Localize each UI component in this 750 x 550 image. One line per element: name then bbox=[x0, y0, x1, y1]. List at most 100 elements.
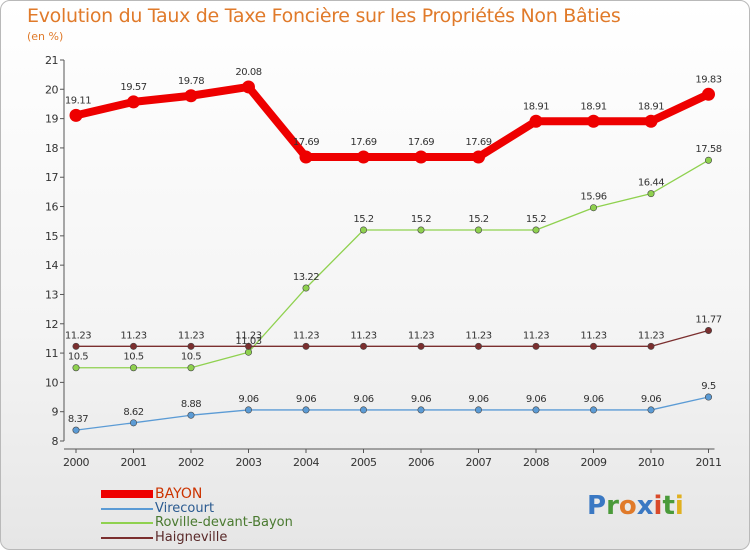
chart-title: Evolution du Taux de Taxe Foncière sur l… bbox=[27, 5, 621, 27]
data-point bbox=[359, 226, 367, 234]
legend-label: BAYON bbox=[155, 486, 203, 503]
x-tick-label: 2003 bbox=[236, 456, 262, 469]
data-point bbox=[302, 342, 310, 350]
series-virecourt bbox=[72, 393, 712, 434]
data-label: 9.06 bbox=[296, 394, 316, 405]
data-label: 9.06 bbox=[641, 394, 661, 405]
data-point bbox=[130, 364, 138, 372]
data-label: 9.06 bbox=[238, 394, 258, 405]
data-label: 8.37 bbox=[68, 414, 88, 425]
data-label: 19.83 bbox=[695, 74, 721, 85]
legend-label: Roville-devant-Bayon bbox=[155, 515, 293, 531]
data-point bbox=[647, 342, 655, 350]
data-label: 11.23 bbox=[235, 330, 261, 341]
data-label: 19.78 bbox=[178, 76, 204, 87]
data-point bbox=[474, 342, 482, 350]
data-point bbox=[589, 204, 597, 212]
data-label: 9.06 bbox=[526, 394, 546, 405]
y-tick-label: 10 bbox=[45, 376, 58, 389]
data-label: 11.23 bbox=[465, 330, 491, 341]
x-tick-label: 2005 bbox=[351, 456, 377, 469]
data-label: 10.5 bbox=[181, 352, 201, 363]
data-label: 18.91 bbox=[580, 101, 606, 112]
data-point bbox=[647, 190, 655, 198]
data-point bbox=[417, 226, 425, 234]
data-point bbox=[474, 226, 482, 234]
y-tick-label: 13 bbox=[45, 288, 58, 301]
y-tick-label: 8 bbox=[52, 435, 59, 448]
data-label: 18.91 bbox=[638, 101, 664, 112]
data-label: 8.62 bbox=[123, 407, 143, 418]
data-point bbox=[704, 156, 712, 164]
data-label: 19.57 bbox=[120, 82, 146, 93]
data-label: 15.2 bbox=[353, 214, 373, 225]
data-point bbox=[472, 150, 485, 164]
y-tick-label: 15 bbox=[45, 230, 58, 243]
data-point bbox=[187, 364, 195, 372]
data-label: 18.91 bbox=[523, 101, 549, 112]
x-tick-label: 2000 bbox=[63, 456, 89, 469]
data-point bbox=[242, 80, 255, 94]
legend: BAYON Virecourt Roville-devant-Bayon Haigne… bbox=[101, 487, 293, 545]
y-tick-label: 19 bbox=[45, 113, 58, 126]
data-point bbox=[414, 150, 428, 164]
data-point bbox=[587, 114, 600, 128]
data-label: 11.23 bbox=[408, 330, 434, 341]
y-tick-label: 12 bbox=[45, 318, 58, 331]
data-label: 20.08 bbox=[235, 67, 261, 78]
data-point bbox=[359, 342, 367, 350]
data-point bbox=[72, 364, 80, 372]
x-tick-label: 2008 bbox=[523, 456, 549, 469]
series-line bbox=[76, 159, 709, 369]
data-label: 9.06 bbox=[468, 394, 488, 405]
axes: 8 9 10 11 12 13 14 15 16 17 18 19 20 21 2000 2001 2002 20… bbox=[45, 54, 722, 469]
data-point bbox=[302, 406, 310, 414]
data-label: 8.88 bbox=[181, 399, 201, 410]
x-tick-label: 2006 bbox=[408, 456, 434, 469]
data-label: 17.69 bbox=[465, 137, 491, 148]
data-label: 15.96 bbox=[580, 192, 606, 203]
logo-letter: x bbox=[636, 491, 654, 521]
data-point bbox=[245, 342, 253, 350]
data-point bbox=[417, 342, 425, 350]
legend-item: BAYON bbox=[101, 487, 293, 502]
data-point bbox=[72, 426, 80, 434]
data-label: 9.06 bbox=[353, 394, 373, 405]
data-point bbox=[359, 406, 367, 414]
x-tick-label: 2010 bbox=[638, 456, 664, 469]
data-point bbox=[69, 108, 83, 122]
data-label: 11.23 bbox=[580, 330, 606, 341]
series-bayon bbox=[69, 80, 715, 164]
data-label: 15.2 bbox=[526, 214, 546, 225]
data-point bbox=[130, 342, 138, 350]
data-point bbox=[72, 342, 80, 350]
data-point bbox=[130, 419, 138, 427]
x-tick-label: 2011 bbox=[696, 456, 722, 469]
legend-swatch bbox=[101, 507, 153, 510]
data-point bbox=[532, 342, 540, 350]
legend-item: Roville-devant-Bayon bbox=[101, 516, 293, 531]
data-label: 17.58 bbox=[695, 144, 721, 155]
data-point bbox=[644, 114, 658, 128]
data-label: 11.23 bbox=[523, 330, 549, 341]
y-tick-label: 14 bbox=[45, 259, 58, 272]
data-point bbox=[532, 226, 540, 234]
data-label: 9.06 bbox=[411, 394, 431, 405]
data-label: 19.11 bbox=[65, 95, 91, 106]
x-tick-label: 2009 bbox=[581, 456, 607, 469]
logo-letter: r bbox=[606, 491, 619, 521]
data-label: 11.23 bbox=[293, 330, 319, 341]
x-tick-label: 2001 bbox=[121, 456, 147, 469]
data-label: 11.23 bbox=[178, 330, 204, 341]
data-label: 15.2 bbox=[468, 214, 488, 225]
legend-swatch bbox=[101, 490, 153, 499]
legend-item: Virecourt bbox=[101, 501, 293, 517]
x-tick-label: 2007 bbox=[466, 456, 492, 469]
series-roville-devant-bayon bbox=[72, 156, 712, 372]
data-point bbox=[187, 342, 195, 350]
y-tick-label: 21 bbox=[45, 54, 58, 67]
data-point bbox=[529, 114, 543, 128]
data-label: 9.06 bbox=[583, 394, 603, 405]
